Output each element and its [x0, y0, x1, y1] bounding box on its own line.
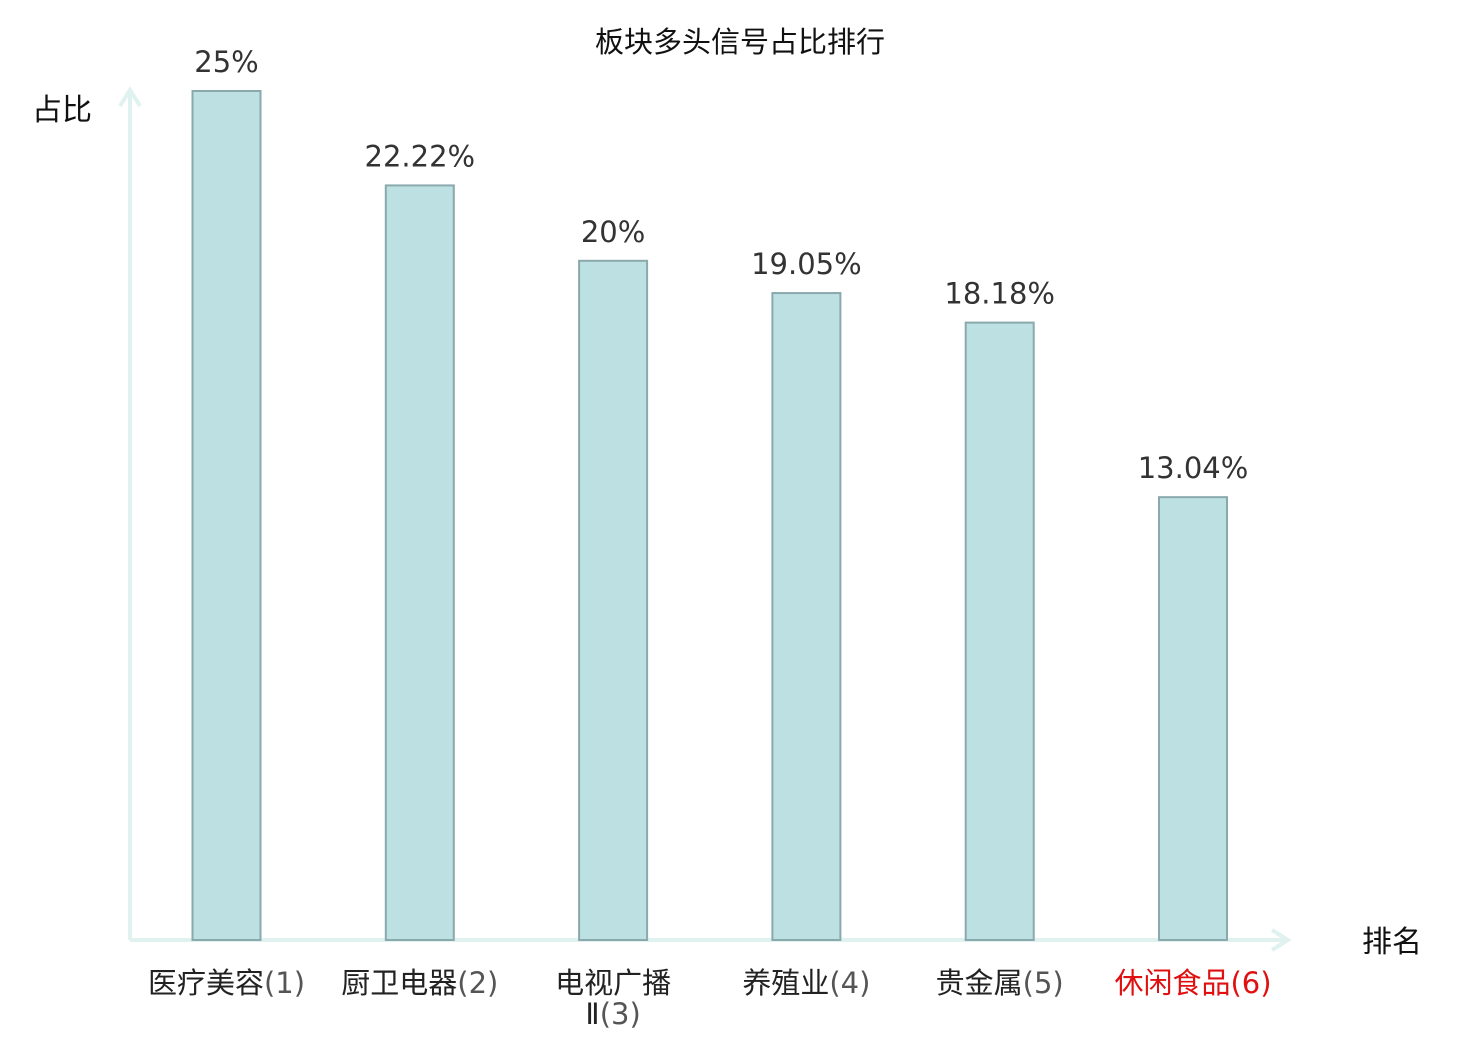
category-label: 休闲食品(6): [1114, 966, 1271, 1000]
value-label: 13.04%: [1138, 451, 1249, 485]
x-axis-arrow: [1270, 928, 1292, 952]
bar: [964, 321, 1035, 942]
category-labels-group: 医疗美容(1) 厨卫电器(2) 电视广播 Ⅱ(3) 养殖业(4) 贵金属(5) 休闲食品(6…: [148, 966, 1272, 1031]
category-label: 贵金属(5): [936, 966, 1064, 1000]
value-label: 20%: [581, 215, 645, 249]
bars-group: [191, 90, 1228, 942]
value-label: 19.05%: [751, 247, 862, 281]
value-label: 18.18%: [944, 277, 1055, 311]
x-axis-label: 排名: [1362, 925, 1422, 960]
value-label: 25%: [194, 45, 258, 79]
y-axis-label: 占比: [32, 93, 92, 128]
chart-title: 板块多头信号占比排行: [595, 25, 885, 59]
category-label: 养殖业(4): [742, 966, 870, 1000]
bar: [191, 90, 262, 941]
y-axis-arrow: [118, 86, 142, 108]
value-labels-group: 25% 22.22% 20% 19.05% 18.18% 13.04%: [194, 45, 1248, 485]
value-label: 22.22%: [365, 139, 476, 173]
axes: [118, 86, 1292, 952]
category-label: 医疗美容(1): [148, 966, 305, 1000]
category-label: 厨卫电器(2): [341, 966, 498, 1000]
bar: [771, 292, 842, 941]
bar: [578, 259, 649, 941]
bar: [384, 184, 455, 941]
bar: [1158, 496, 1228, 941]
category-label: 电视广播 Ⅱ(3): [555, 966, 671, 1031]
